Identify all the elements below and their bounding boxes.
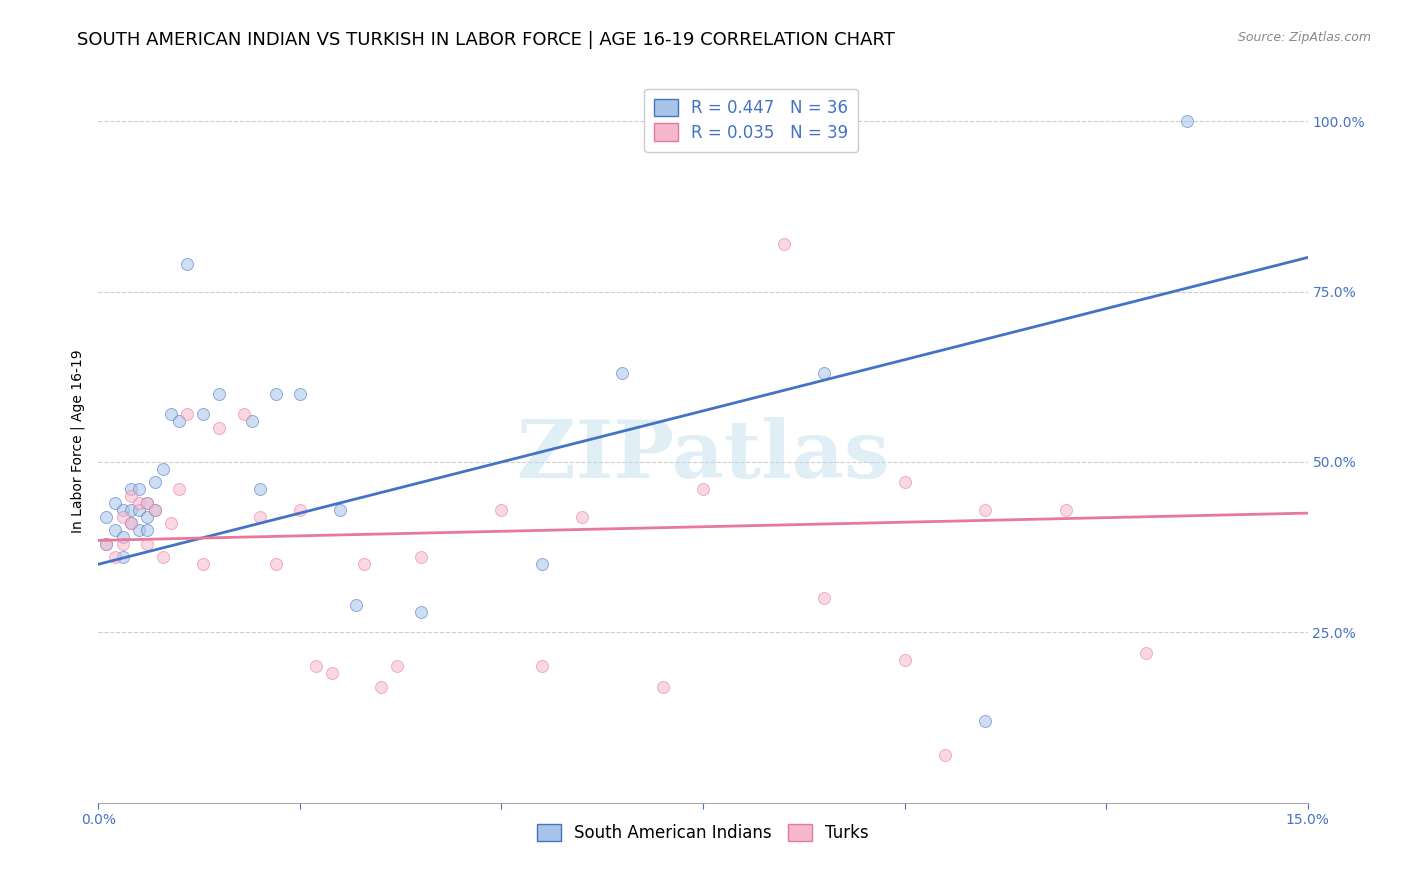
Point	[651, 680, 673, 694]
Point	[111, 509, 134, 524]
Point	[208, 387, 231, 401]
Point	[111, 530, 134, 544]
Point	[409, 550, 432, 565]
Point	[530, 558, 553, 572]
Point	[288, 387, 311, 401]
Point	[305, 659, 328, 673]
Point	[135, 523, 157, 537]
Point	[1175, 114, 1198, 128]
Point	[103, 496, 125, 510]
Point	[96, 537, 118, 551]
Point	[893, 653, 915, 667]
Point	[111, 550, 134, 565]
Point	[143, 502, 166, 516]
Point	[344, 598, 367, 612]
Point	[813, 367, 835, 381]
Point	[96, 537, 118, 551]
Text: SOUTH AMERICAN INDIAN VS TURKISH IN LABOR FORCE | AGE 16-19 CORRELATION CHART: SOUTH AMERICAN INDIAN VS TURKISH IN LABO…	[77, 31, 896, 49]
Point	[103, 523, 125, 537]
Point	[167, 414, 190, 428]
Point	[143, 475, 166, 490]
Point	[128, 523, 150, 537]
Point	[176, 257, 198, 271]
Point	[353, 558, 375, 572]
Point	[120, 482, 142, 496]
Point	[128, 502, 150, 516]
Text: Source: ZipAtlas.com: Source: ZipAtlas.com	[1237, 31, 1371, 45]
Point	[288, 502, 311, 516]
Point	[193, 407, 215, 421]
Point	[208, 421, 231, 435]
Point	[264, 558, 287, 572]
Point	[111, 537, 134, 551]
Point	[143, 502, 166, 516]
Point	[385, 659, 408, 673]
Point	[612, 367, 634, 381]
Point	[193, 558, 215, 572]
Point	[135, 496, 157, 510]
Point	[409, 605, 432, 619]
Point	[120, 516, 142, 531]
Point	[128, 496, 150, 510]
Point	[249, 482, 271, 496]
Point	[321, 666, 343, 681]
Point	[240, 414, 263, 428]
Point	[1054, 502, 1077, 516]
Point	[571, 509, 593, 524]
Point	[813, 591, 835, 606]
Point	[120, 489, 142, 503]
Point	[491, 502, 513, 516]
Y-axis label: In Labor Force | Age 16-19: In Labor Force | Age 16-19	[70, 350, 86, 533]
Point	[772, 236, 794, 251]
Point	[329, 502, 352, 516]
Point	[135, 509, 157, 524]
Point	[135, 496, 157, 510]
Point	[249, 509, 271, 524]
Point	[176, 407, 198, 421]
Text: ZIPatlas: ZIPatlas	[517, 417, 889, 495]
Point	[152, 462, 174, 476]
Point	[160, 516, 183, 531]
Point	[974, 502, 997, 516]
Point	[152, 550, 174, 565]
Point	[934, 748, 956, 763]
Point	[135, 537, 157, 551]
Point	[232, 407, 254, 421]
Point	[111, 502, 134, 516]
Point	[1135, 646, 1157, 660]
Point	[128, 482, 150, 496]
Point	[103, 550, 125, 565]
Point	[120, 516, 142, 531]
Legend: South American Indians, Turks: South American Indians, Turks	[530, 817, 876, 848]
Point	[370, 680, 392, 694]
Point	[974, 714, 997, 728]
Point	[692, 482, 714, 496]
Point	[893, 475, 915, 490]
Point	[96, 509, 118, 524]
Point	[264, 387, 287, 401]
Point	[530, 659, 553, 673]
Point	[120, 502, 142, 516]
Point	[160, 407, 183, 421]
Point	[167, 482, 190, 496]
